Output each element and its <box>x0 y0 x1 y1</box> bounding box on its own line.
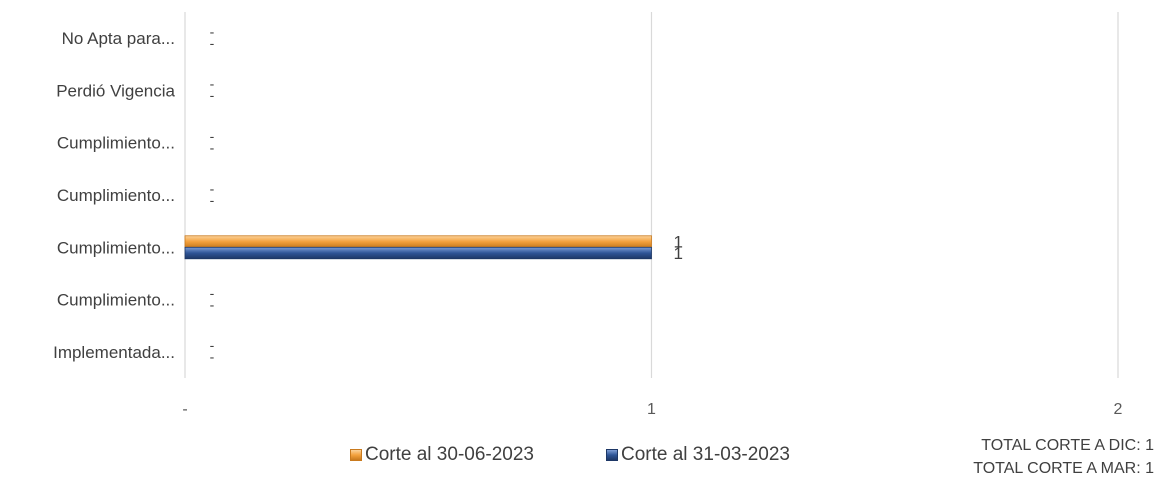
category-label: Cumplimiento... <box>57 134 175 153</box>
legend-item-series-0: Corte al 30-06-2023 <box>350 444 534 466</box>
category-label: Cumplimiento... <box>57 291 175 310</box>
data-label: - <box>210 23 215 39</box>
data-label: 1 <box>674 233 683 252</box>
x-tick-label: - <box>182 401 187 418</box>
data-label: - <box>210 180 215 196</box>
legend-swatch-icon <box>606 449 618 461</box>
legend-label: Corte al 31-03-2023 <box>621 444 790 465</box>
category-label: Implementada... <box>53 343 175 362</box>
bar-corte-31-03 <box>184 246 652 260</box>
data-label: - <box>210 128 215 144</box>
legend-label: Corte al 30-06-2023 <box>365 444 534 465</box>
x-tick-label: 2 <box>1114 401 1123 418</box>
category-label: Cumplimiento... <box>57 186 175 205</box>
category-label: No Apta para... <box>62 29 175 48</box>
bar-corte-30-06 <box>184 235 652 248</box>
legend-item-series-1: Corte al 31-03-2023 <box>606 444 790 466</box>
data-label: - <box>210 139 215 155</box>
data-label: - <box>210 285 215 301</box>
data-label: - <box>210 35 215 51</box>
data-label: 1 <box>674 244 683 263</box>
totals-box: TOTAL CORTE A DIC: 1 TOTAL CORTE A MAR: … <box>973 434 1154 480</box>
data-label: - <box>210 76 215 92</box>
bar-chart: -1 2No Apta para... --Perdió Vigencia --Cum… <box>53 12 1123 418</box>
data-label: - <box>210 337 215 353</box>
data-label: - <box>210 349 215 365</box>
total-corte-mar: TOTAL CORTE A MAR: 1 <box>973 460 1154 477</box>
x-tick-label: 1 <box>647 401 656 418</box>
category-label: Cumplimiento... <box>57 238 175 257</box>
data-label: - <box>210 296 215 312</box>
data-label: - <box>210 87 215 103</box>
data-label: - <box>210 192 215 208</box>
total-corte-dic: TOTAL CORTE A DIC: 1 <box>981 437 1154 454</box>
category-label: Perdió Vigencia <box>56 81 175 100</box>
legend-swatch-icon <box>350 449 362 461</box>
